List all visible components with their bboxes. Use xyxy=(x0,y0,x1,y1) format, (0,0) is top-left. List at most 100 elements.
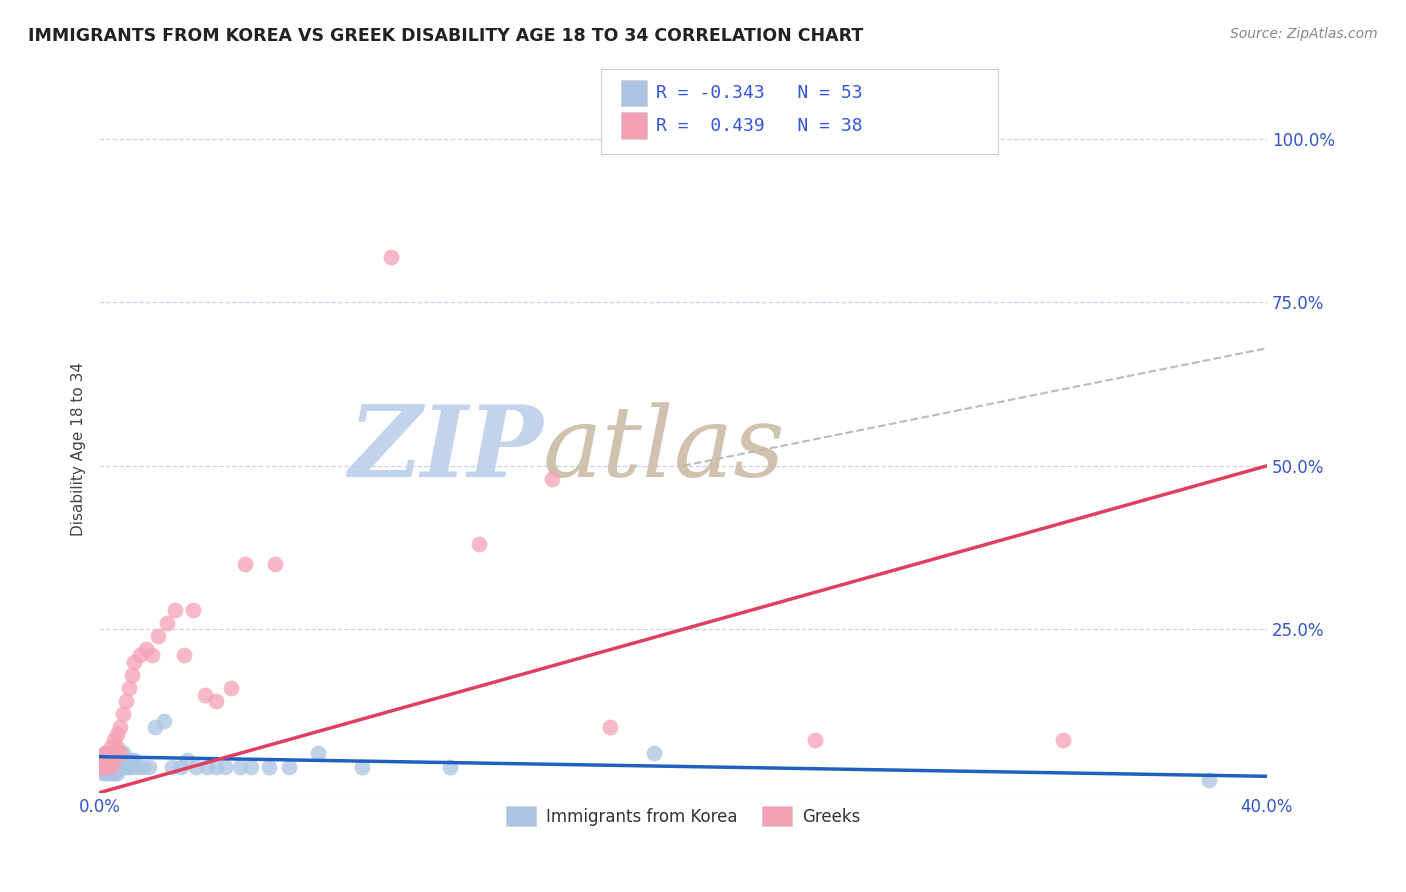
Text: atlas: atlas xyxy=(543,401,786,497)
Bar xyxy=(621,80,647,106)
Point xyxy=(121,759,143,773)
Point xyxy=(135,641,157,656)
Point xyxy=(176,753,198,767)
Point xyxy=(219,681,242,695)
Point xyxy=(278,759,301,773)
Point xyxy=(235,557,257,571)
Point xyxy=(129,648,152,663)
Point xyxy=(540,472,562,486)
Point xyxy=(108,759,131,773)
Point xyxy=(162,759,184,773)
Point xyxy=(105,727,128,741)
Point xyxy=(173,648,195,663)
Point xyxy=(257,759,280,773)
Point xyxy=(643,747,665,761)
FancyBboxPatch shape xyxy=(602,69,998,154)
Point xyxy=(165,602,187,616)
Point xyxy=(108,747,131,761)
Point xyxy=(94,759,117,773)
Point xyxy=(138,759,160,773)
Point xyxy=(105,753,128,767)
Point xyxy=(108,720,131,734)
Point xyxy=(193,688,215,702)
Point xyxy=(146,629,169,643)
Point xyxy=(94,747,117,761)
Point xyxy=(103,753,125,767)
Point xyxy=(100,753,122,767)
Point xyxy=(380,250,402,264)
Point xyxy=(94,766,117,780)
Point xyxy=(307,747,329,761)
Point xyxy=(100,759,122,773)
Point xyxy=(127,759,149,773)
Point xyxy=(91,753,114,767)
Point xyxy=(132,759,155,773)
Point xyxy=(143,720,166,734)
Point xyxy=(205,759,228,773)
Point xyxy=(214,759,236,773)
Point xyxy=(97,753,120,767)
Point xyxy=(94,753,117,767)
Text: IMMIGRANTS FROM KOREA VS GREEK DISABILITY AGE 18 TO 34 CORRELATION CHART: IMMIGRANTS FROM KOREA VS GREEK DISABILIT… xyxy=(28,27,863,45)
Point xyxy=(97,759,120,773)
Text: R = -0.343   N = 53: R = -0.343 N = 53 xyxy=(657,84,863,103)
Point xyxy=(228,759,250,773)
Point xyxy=(103,733,125,747)
Point xyxy=(94,747,117,761)
Point xyxy=(100,766,122,780)
Text: Source: ZipAtlas.com: Source: ZipAtlas.com xyxy=(1230,27,1378,41)
Point xyxy=(155,615,177,630)
Point xyxy=(100,747,122,761)
Point xyxy=(105,739,128,754)
Point xyxy=(468,537,491,551)
Point xyxy=(197,759,219,773)
Point xyxy=(100,759,122,773)
Point xyxy=(124,753,146,767)
Point xyxy=(439,759,461,773)
Legend: Immigrants from Korea, Greeks: Immigrants from Korea, Greeks xyxy=(499,800,868,832)
Point xyxy=(114,759,136,773)
Point xyxy=(105,759,128,773)
Point xyxy=(108,753,131,767)
Point xyxy=(91,759,114,773)
Y-axis label: Disability Age 18 to 34: Disability Age 18 to 34 xyxy=(72,362,86,536)
Point xyxy=(97,766,120,780)
Point xyxy=(100,739,122,754)
Point xyxy=(91,753,114,767)
Point xyxy=(152,714,174,728)
Point xyxy=(117,681,139,695)
Point xyxy=(103,766,125,780)
Point xyxy=(97,747,120,761)
Text: ZIP: ZIP xyxy=(349,401,543,498)
Point xyxy=(103,759,125,773)
Point xyxy=(111,747,134,761)
Bar xyxy=(621,112,647,138)
Point xyxy=(599,720,621,734)
Point xyxy=(117,753,139,767)
Point xyxy=(352,759,374,773)
Point xyxy=(263,557,285,571)
Point xyxy=(1198,772,1220,787)
Point xyxy=(1052,733,1074,747)
Point xyxy=(205,694,228,708)
Point xyxy=(103,747,125,761)
Point xyxy=(114,694,136,708)
Point xyxy=(94,759,117,773)
Point xyxy=(97,747,120,761)
Point xyxy=(121,668,143,682)
Point xyxy=(97,759,120,773)
Point xyxy=(111,707,134,722)
Text: R =  0.439   N = 38: R = 0.439 N = 38 xyxy=(657,117,863,135)
Point xyxy=(91,759,114,773)
Point xyxy=(803,733,825,747)
Point xyxy=(111,759,134,773)
Point xyxy=(181,602,204,616)
Point xyxy=(117,759,139,773)
Point xyxy=(124,655,146,669)
Point xyxy=(105,766,128,780)
Point xyxy=(97,753,120,767)
Point xyxy=(103,753,125,767)
Point xyxy=(240,759,263,773)
Point xyxy=(170,759,193,773)
Point xyxy=(141,648,163,663)
